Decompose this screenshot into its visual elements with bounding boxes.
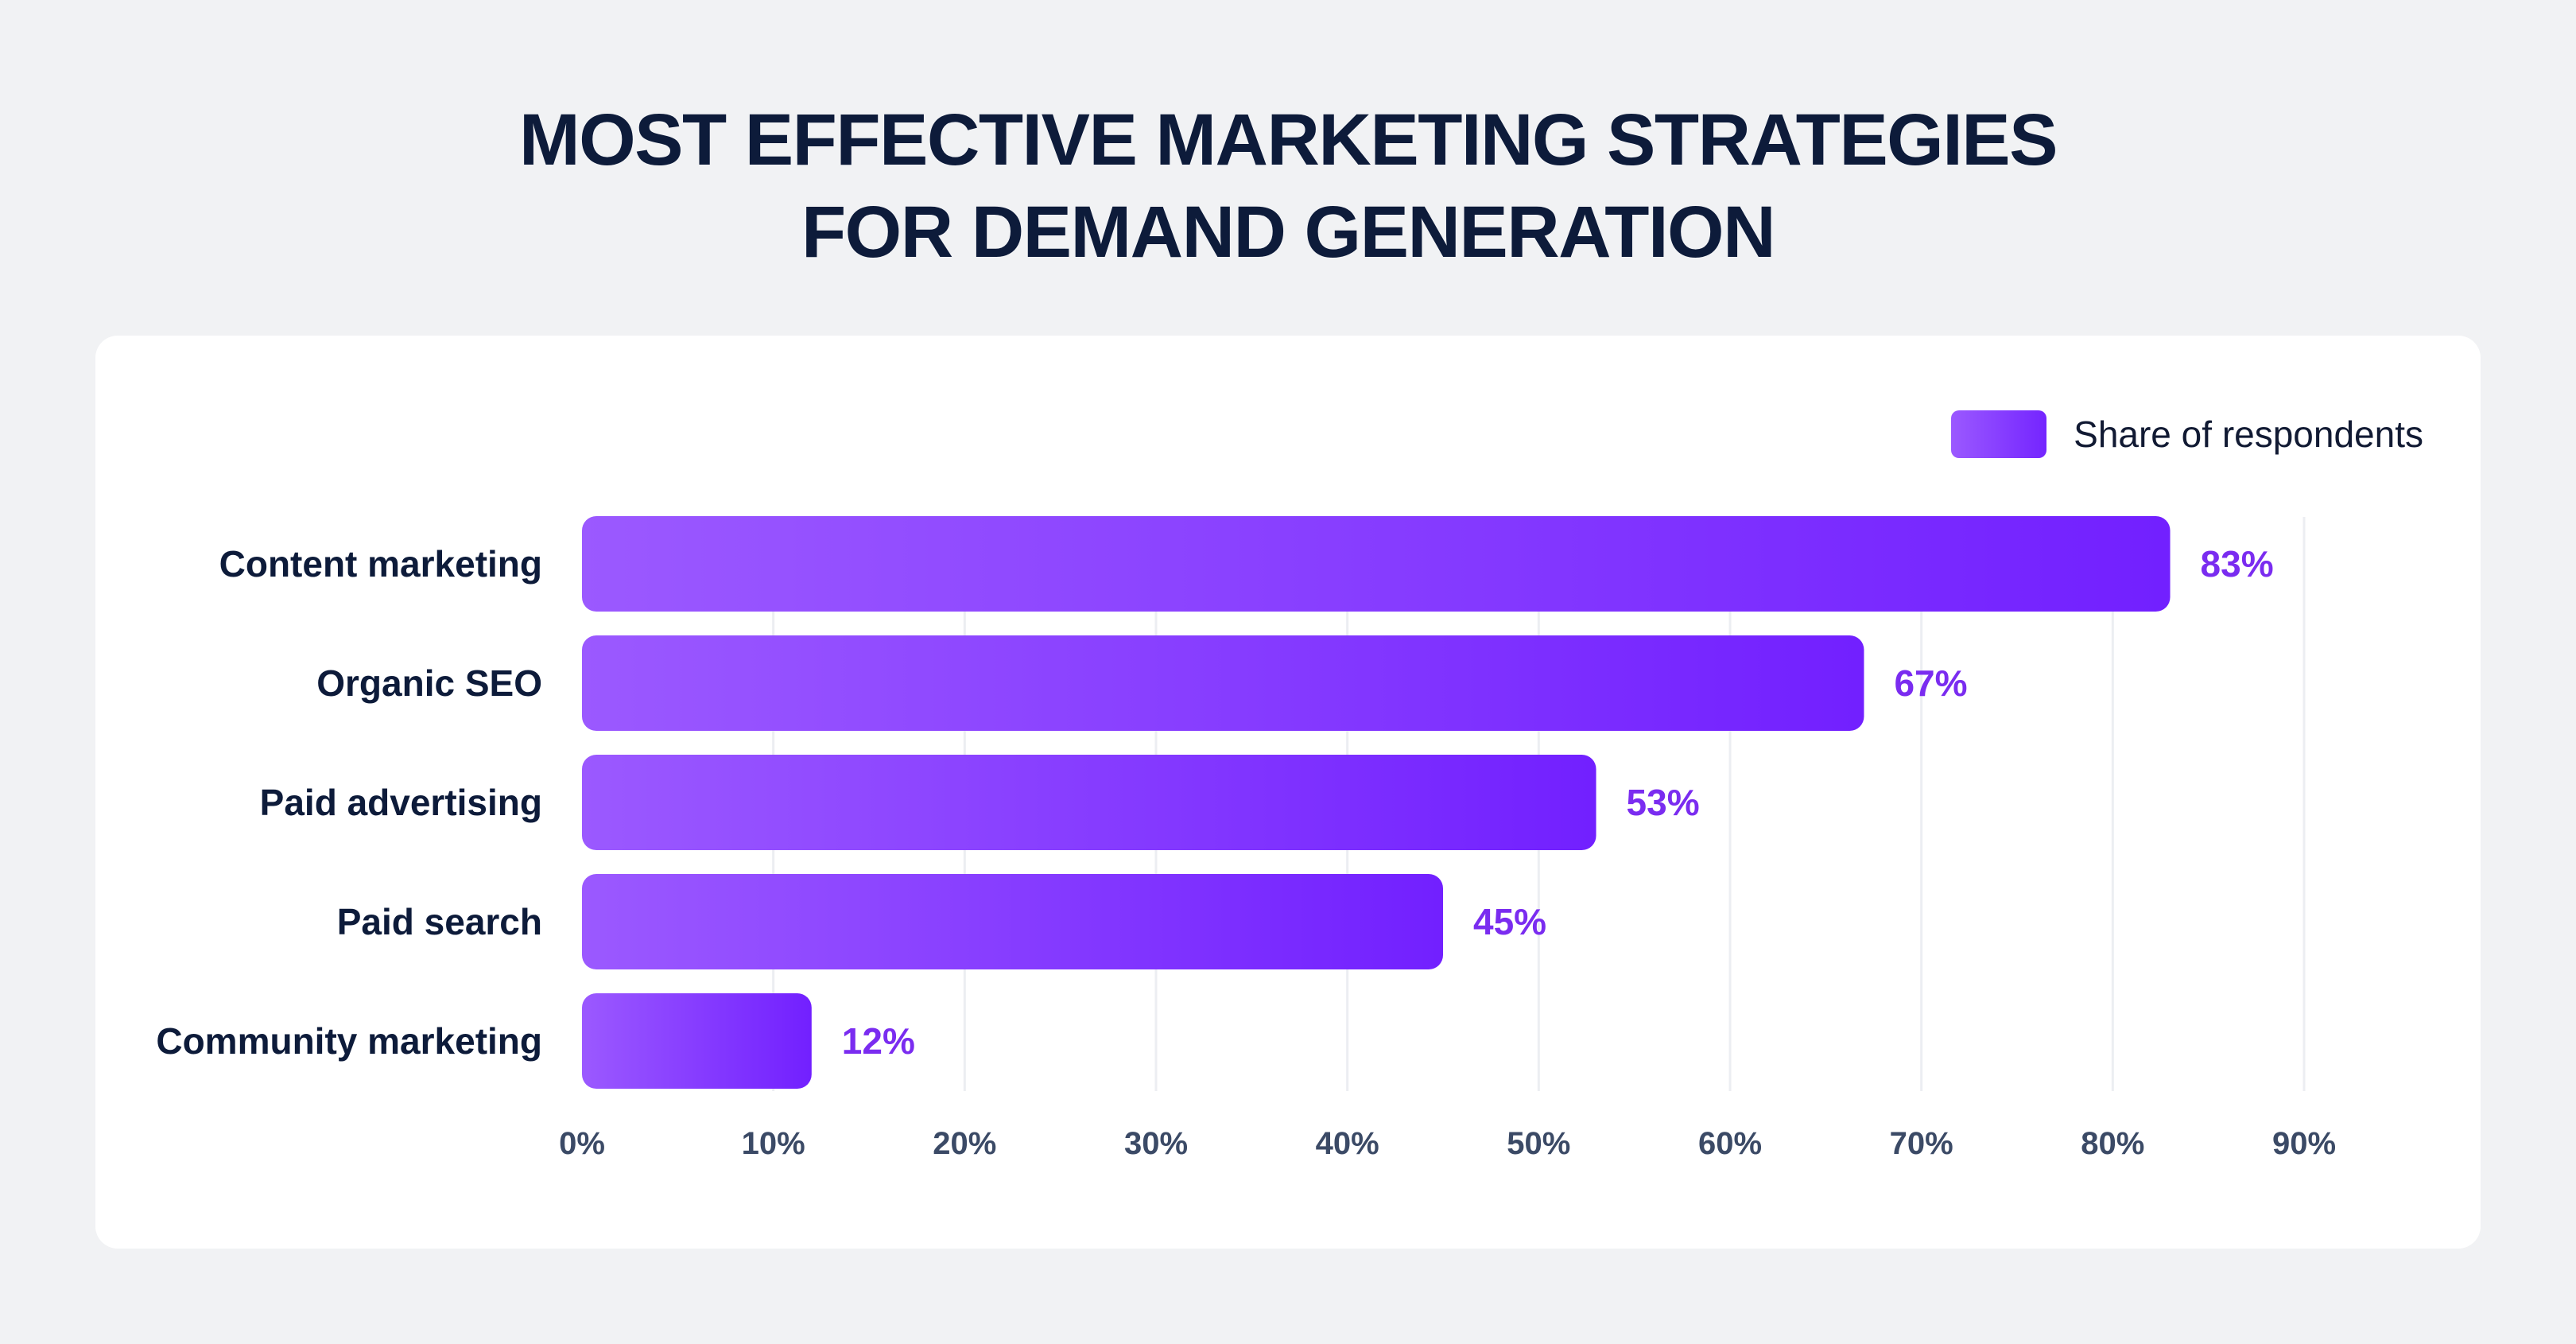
value-label: 45% [1473,901,1546,942]
x-tick-label: 10% [742,1126,805,1161]
legend-swatch [1951,410,2047,458]
value-label: 53% [1627,782,1700,823]
value-label: 67% [1894,662,1967,704]
chart-title-line-2: FOR DEMAND GENERATION [801,192,1776,273]
value-label: 12% [842,1020,915,1062]
legend: Share of respondents [1951,410,2423,458]
x-tick-label: 40% [1316,1126,1379,1161]
x-tick-label: 70% [1890,1126,1953,1161]
x-tick-label: 20% [933,1126,996,1161]
chart-card: Share of respondents 0% 10% 20% 30% 40% 50% 60… [95,336,2481,1249]
category-label: Paid search [337,901,542,942]
category-label: Community marketing [156,1020,542,1062]
x-tick-label: 60% [1698,1126,1762,1161]
x-tick-label: 0% [559,1126,605,1161]
x-tick-label: 90% [2272,1126,2336,1161]
bar-chart: 0% 10% 20% 30% 40% 50% 60% 70% 80% 90% Content mar… [156,516,2336,1161]
x-tick-label: 30% [1124,1126,1188,1161]
legend-label: Share of respondents [2074,414,2423,455]
labels: 0% 10% 20% 30% 40% 50% 60% 70% 80% 90% Content mar… [156,543,2336,1161]
category-label: Content marketing [219,543,542,585]
bar [582,635,1864,731]
category-label: Organic SEO [316,662,542,704]
bar [582,755,1596,850]
bars [582,516,2171,1089]
bar [582,874,1443,969]
x-tick-label: 80% [2081,1126,2144,1161]
chart-title-line-1: MOST EFFECTIVE MARKETING STRATEGIES [518,99,2058,181]
bar [582,516,2171,612]
value-label: 83% [2201,543,2274,585]
bar [582,993,812,1089]
x-tick-label: 50% [1507,1126,1570,1161]
chart-title: MOST EFFECTIVE MARKETING STRATEGIES FOR … [0,94,2576,278]
category-label: Paid advertising [260,782,542,823]
